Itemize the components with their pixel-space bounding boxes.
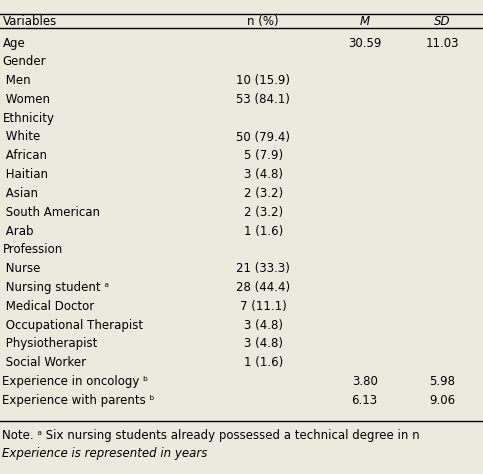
Text: Experience is represented in years: Experience is represented in years	[2, 447, 208, 461]
Text: Occupational Therapist: Occupational Therapist	[2, 319, 143, 331]
Text: 50 (79.4): 50 (79.4)	[236, 130, 290, 144]
Text: 2 (3.2): 2 (3.2)	[243, 206, 283, 219]
Text: 6.13: 6.13	[352, 394, 378, 407]
Text: Experience in oncology ᵇ: Experience in oncology ᵇ	[2, 375, 149, 388]
Text: 53 (84.1): 53 (84.1)	[236, 93, 290, 106]
Text: Ethnicity: Ethnicity	[2, 112, 55, 125]
Text: 9.06: 9.06	[429, 394, 455, 407]
Text: South American: South American	[2, 206, 100, 219]
Text: Arab: Arab	[2, 225, 34, 237]
Text: 5.98: 5.98	[429, 375, 455, 388]
Text: Variables: Variables	[2, 15, 57, 27]
Text: Social Worker: Social Worker	[2, 356, 86, 369]
Text: Age: Age	[2, 36, 25, 49]
Text: Nurse: Nurse	[2, 262, 41, 275]
Text: Gender: Gender	[2, 55, 46, 68]
Text: Men: Men	[2, 74, 31, 87]
Text: SD: SD	[434, 15, 450, 27]
Text: 10 (15.9): 10 (15.9)	[236, 74, 290, 87]
Text: 30.59: 30.59	[348, 36, 382, 49]
Text: Asian: Asian	[2, 187, 39, 200]
Text: White: White	[2, 130, 41, 144]
Text: 1 (1.6): 1 (1.6)	[243, 225, 283, 237]
Text: Profession: Profession	[2, 243, 63, 256]
Text: 7 (11.1): 7 (11.1)	[240, 300, 286, 313]
Text: Women: Women	[2, 93, 50, 106]
Text: M: M	[360, 15, 369, 27]
Text: 11.03: 11.03	[425, 36, 459, 49]
Text: 3 (4.8): 3 (4.8)	[244, 168, 283, 181]
Text: Physiotherapist: Physiotherapist	[2, 337, 98, 350]
Text: 1 (1.6): 1 (1.6)	[243, 356, 283, 369]
Text: Medical Doctor: Medical Doctor	[2, 300, 95, 313]
Text: 5 (7.9): 5 (7.9)	[243, 149, 283, 162]
Text: Haitian: Haitian	[2, 168, 48, 181]
Text: African: African	[2, 149, 47, 162]
Text: 28 (44.4): 28 (44.4)	[236, 281, 290, 294]
Text: 21 (33.3): 21 (33.3)	[236, 262, 290, 275]
Text: n (%): n (%)	[247, 15, 279, 27]
Text: Note. ᵃ Six nursing students already possessed a technical degree in n: Note. ᵃ Six nursing students already pos…	[2, 429, 420, 443]
Text: 3 (4.8): 3 (4.8)	[244, 337, 283, 350]
Text: Experience with parents ᵇ: Experience with parents ᵇ	[2, 394, 155, 407]
Text: 2 (3.2): 2 (3.2)	[243, 187, 283, 200]
Text: Nursing student ᵃ: Nursing student ᵃ	[2, 281, 110, 294]
Text: 3.80: 3.80	[352, 375, 378, 388]
Text: 3 (4.8): 3 (4.8)	[244, 319, 283, 331]
